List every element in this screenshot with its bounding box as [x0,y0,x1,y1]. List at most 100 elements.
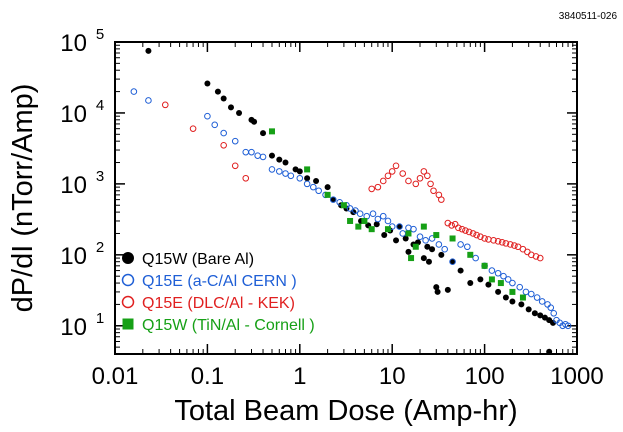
data-point [495,288,502,295]
x-tick-label: 0.01 [92,363,139,390]
y-tick-base: 10 [60,314,87,341]
data-point [282,159,289,166]
data-point [527,290,535,298]
data-point [516,283,524,291]
data-point [384,226,391,233]
data-point [214,88,221,95]
series-4 [268,128,526,301]
data-point [564,322,572,330]
data-point [524,248,531,256]
data-point [145,47,152,54]
data-point [368,185,376,193]
data-point [242,148,250,156]
data-point [467,251,474,258]
data-point [412,243,419,250]
data-point [287,172,295,180]
x-axis: 0.01 0.1 1 10 100 1000 [92,42,604,390]
data-point [355,223,362,230]
data-point [268,152,275,159]
data-point [254,152,261,159]
data-point [522,288,530,296]
x-axis-title: Total Beam Dose (Amp-hr) [174,395,517,427]
data-point [374,215,382,223]
data-point [410,225,417,233]
data-point [494,238,502,245]
data-point [537,312,544,319]
x-tick-label: 10 [379,363,406,390]
data-point [481,262,488,269]
data-point [384,217,392,225]
data-point [538,298,546,305]
data-point [340,202,347,209]
data-point [369,210,377,217]
data-point [449,258,456,266]
data-point [130,88,138,95]
data-point [457,241,464,248]
data-point [399,170,407,177]
data-point [356,210,364,217]
data-point [347,217,354,224]
data-point [434,288,441,295]
data-point [507,241,514,248]
y-tick-label: 10 [60,30,87,57]
data-point [550,309,558,317]
data-point [242,174,250,182]
y-tick-label: 10 [60,172,87,199]
data-point [361,217,368,224]
y-axis-title: dP/dI (nTorr/Amp) [7,84,39,313]
data-point [429,246,436,253]
data-point [438,251,445,258]
data-point [427,180,434,188]
data-point [145,97,152,104]
plot-frame [114,41,578,355]
data-point [416,174,424,182]
data-point [260,130,267,137]
data-point [472,254,479,262]
y-tick-label: 10 [60,314,87,341]
data-point [412,180,420,188]
y-tick-exponent: 1 [96,310,104,327]
data-point [231,137,239,145]
data-point [405,230,412,237]
data-point [268,128,275,135]
data-point [433,284,440,291]
data-point [420,255,427,262]
data-point [405,177,412,185]
data-point [276,156,283,163]
data-point [313,177,320,184]
y-tick-exponent: 3 [96,168,104,185]
figure-id-text: 3840511-026 [558,11,617,22]
data-point [462,227,469,234]
data-point [509,288,516,295]
y-tick-base: 10 [60,101,87,128]
data-point [379,212,387,220]
data-point [296,168,303,175]
data-point [525,306,532,313]
data-point [518,301,525,308]
data-point [532,253,540,260]
data-point [473,231,480,239]
data-point [485,236,492,243]
data-point [296,174,304,182]
data-point [519,294,526,301]
data-point [374,183,382,191]
figure-id: 3840511-026 [559,6,617,24]
data-point [547,304,555,311]
data-point [500,272,507,280]
data-point [408,255,415,262]
data-point [425,258,432,265]
y-tick-base: 10 [60,172,87,199]
data-point [379,177,387,185]
data-point [392,162,400,170]
data-point [509,279,516,287]
data-point [422,237,429,244]
data-point [457,267,464,274]
data-point [550,319,557,326]
data-point [544,301,551,308]
data-point [485,281,492,288]
data-point [428,235,436,242]
data-point [433,232,440,239]
data-point [546,348,553,355]
data-point [435,241,443,248]
legend-marker [122,252,134,264]
